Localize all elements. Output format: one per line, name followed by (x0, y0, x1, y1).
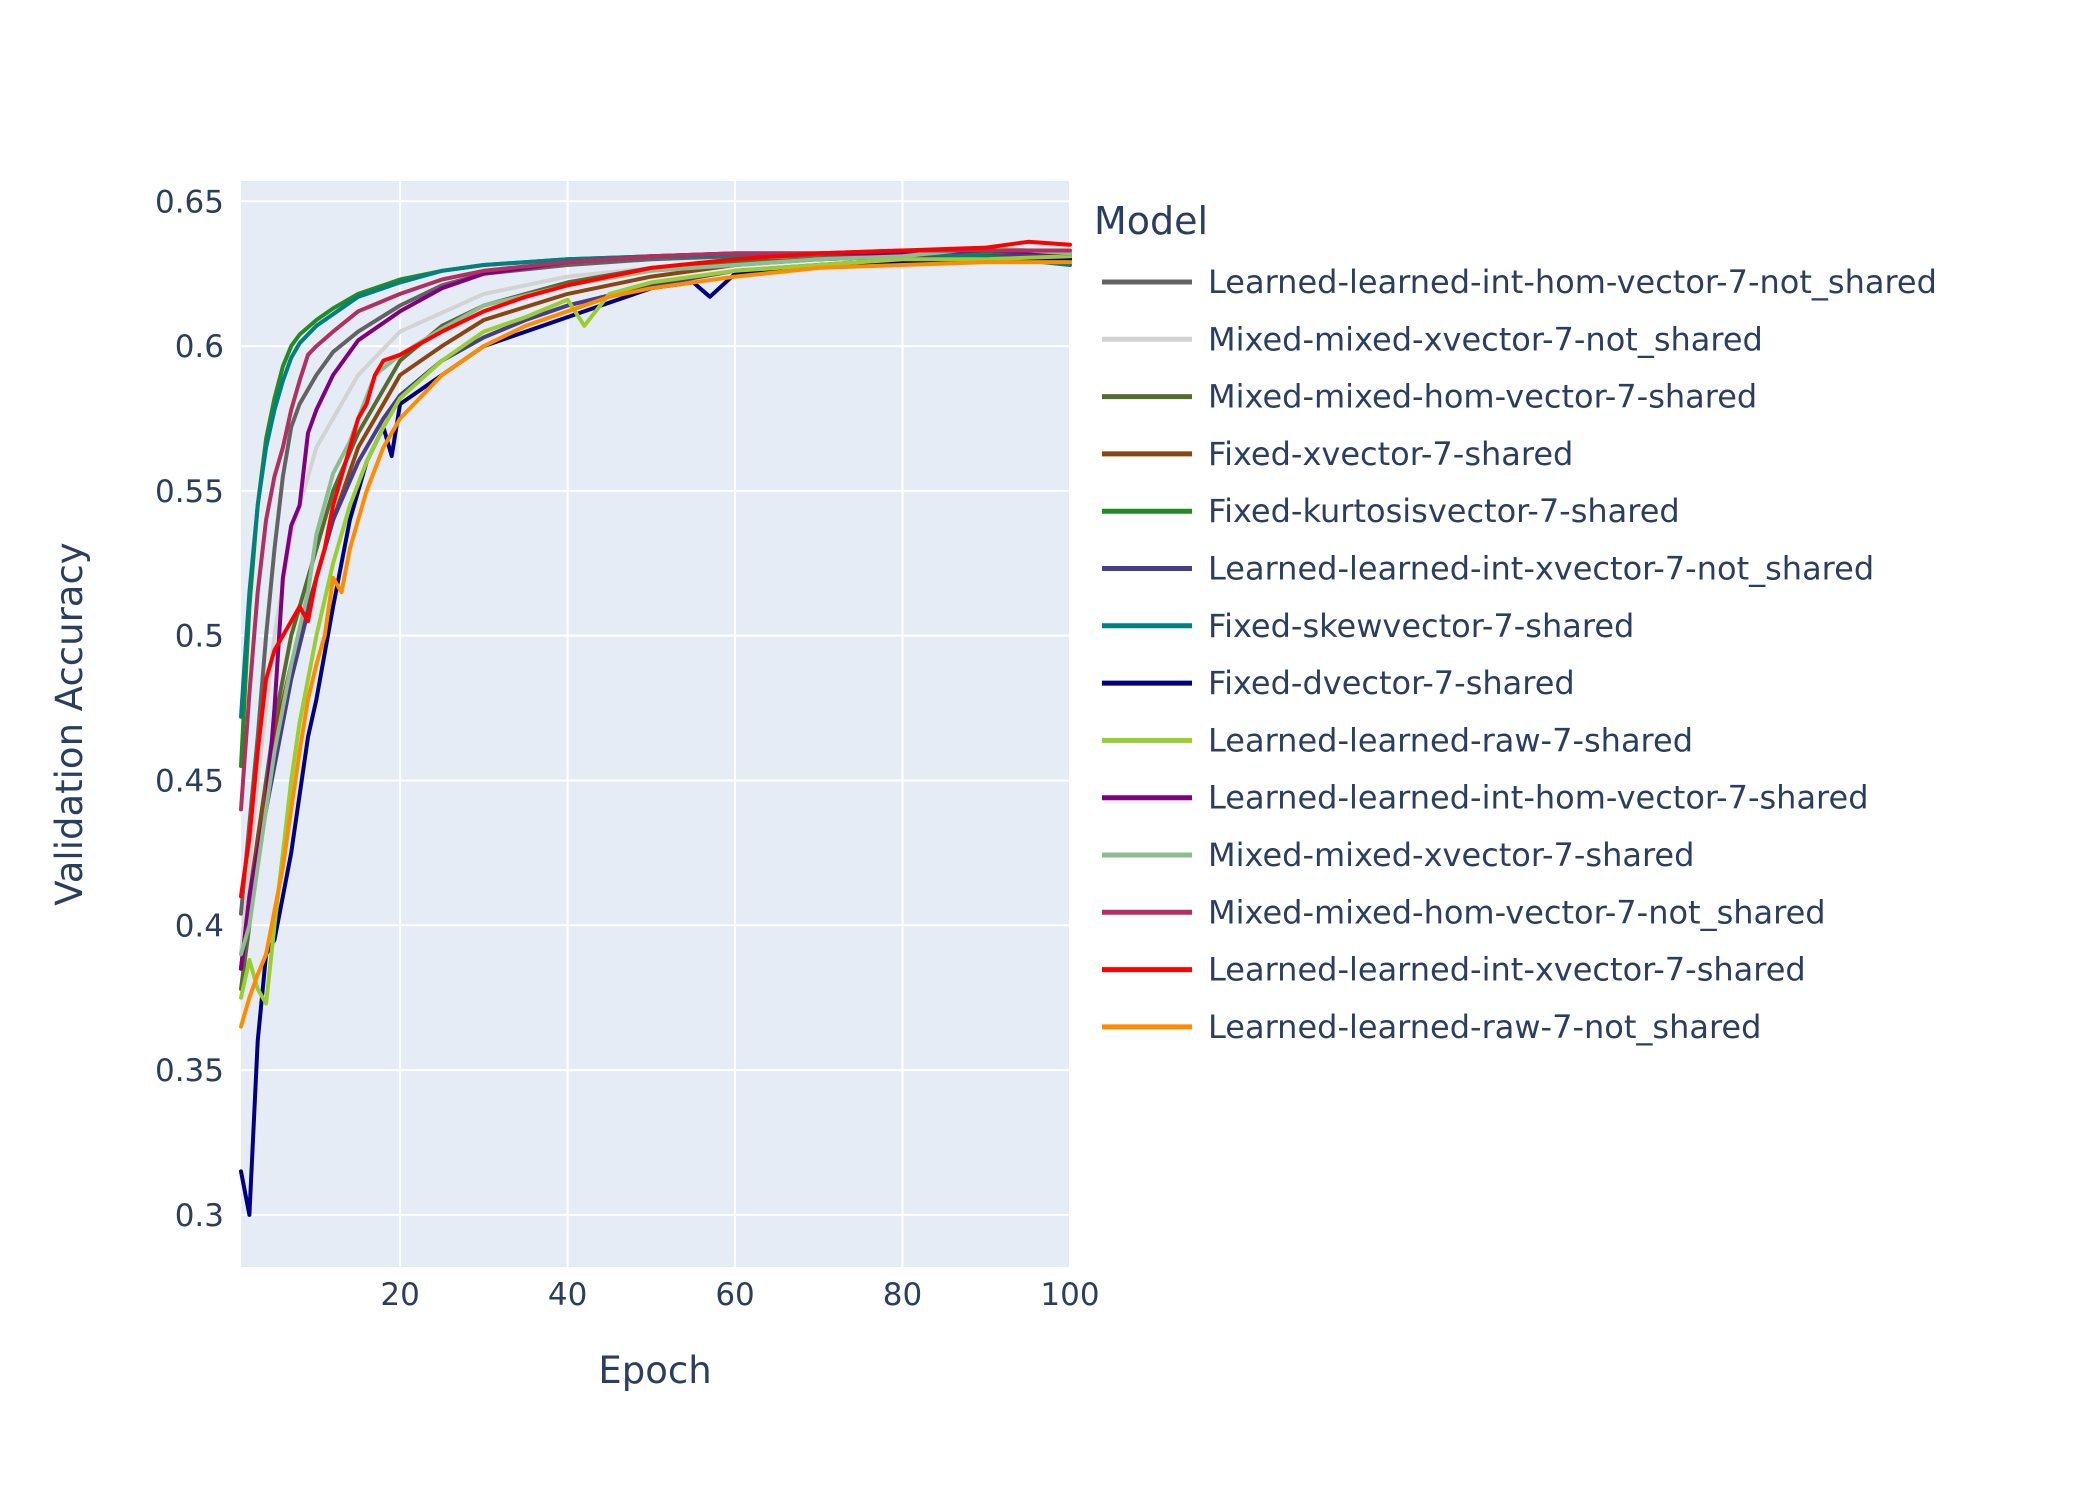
legend-item[interactable]: Mixed-mixed-xvector-7-shared (1102, 836, 1694, 874)
legend-label: Mixed-mixed-xvector-7-shared (1208, 836, 1694, 874)
y-tick-label: 0.5 (175, 619, 224, 655)
legend-label: Learned-learned-int-hom-vector-7-shared (1208, 779, 1869, 817)
y-tick-label: 0.4 (175, 908, 224, 944)
legend-item[interactable]: Mixed-mixed-hom-vector-7-not_shared (1102, 893, 1826, 931)
series-lines (239, 239, 1072, 1217)
legend-item[interactable]: Learned-learned-int-hom-vector-7-not_sha… (1102, 263, 1937, 301)
x-tick-label: 40 (548, 1277, 587, 1313)
x-tick-label: 20 (380, 1277, 419, 1313)
gridlines (241, 181, 1071, 1267)
y-tick-label: 0.3 (175, 1198, 224, 1234)
legend-label: Learned-learned-int-hom-vector-7-not_sha… (1208, 263, 1937, 301)
legend-label: Fixed-dvector-7-shared (1208, 664, 1575, 702)
legend-item[interactable]: Mixed-mixed-hom-vector-7-shared (1102, 378, 1757, 416)
legend-item[interactable]: Fixed-xvector-7-shared (1102, 435, 1573, 473)
y-axis-title: Validation Accuracy (48, 542, 91, 905)
legend-items: Learned-learned-int-hom-vector-7-not_sha… (1102, 263, 1937, 1046)
legend-item[interactable]: Learned-learned-int-hom-vector-7-shared (1102, 779, 1869, 817)
x-axis-title: Epoch (598, 1349, 711, 1392)
plot-background (241, 181, 1070, 1267)
legend-item[interactable]: Learned-learned-int-xvector-7-shared (1102, 951, 1806, 989)
legend-item[interactable]: Fixed-dvector-7-shared (1102, 664, 1575, 702)
y-tick-label: 0.65 (155, 184, 224, 220)
legend-label: Learned-learned-raw-7-not_shared (1208, 1008, 1761, 1046)
y-tick-label: 0.45 (155, 763, 224, 799)
legend-title: Model (1094, 199, 1208, 243)
series-line-12 (239, 239, 1072, 899)
series-line-13 (239, 260, 1072, 1029)
legend-item[interactable]: Learned-learned-raw-7-not_shared (1102, 1008, 1761, 1046)
legend-label: Learned-learned-raw-7-shared (1208, 721, 1693, 759)
legend: Model Learned-learned-int-hom-vector-7-n… (1094, 199, 1937, 1046)
legend-item[interactable]: Fixed-kurtosisvector-7-shared (1102, 492, 1680, 530)
legend-label: Mixed-mixed-hom-vector-7-not_shared (1208, 893, 1826, 931)
legend-label: Learned-learned-int-xvector-7-not_shared (1208, 550, 1874, 588)
legend-label: Fixed-xvector-7-shared (1208, 435, 1573, 473)
y-axis-ticks: 0.3 0.35 0.4 0.45 0.5 0.55 0.6 0.65 (155, 184, 224, 1234)
legend-item[interactable]: Learned-learned-int-xvector-7-not_shared (1102, 550, 1874, 588)
legend-label: Fixed-kurtosisvector-7-shared (1208, 492, 1680, 530)
legend-label: Learned-learned-int-xvector-7-shared (1208, 951, 1806, 989)
y-tick-label: 0.6 (175, 329, 224, 365)
x-tick-label: 80 (883, 1277, 922, 1313)
legend-item[interactable]: Mixed-mixed-xvector-7-not_shared (1102, 320, 1763, 358)
legend-label: Mixed-mixed-xvector-7-not_shared (1208, 320, 1763, 358)
series-line-7 (239, 257, 1072, 1217)
legend-item[interactable]: Fixed-skewvector-7-shared (1102, 607, 1634, 645)
legend-item[interactable]: Learned-learned-raw-7-shared (1102, 721, 1693, 759)
y-tick-label: 0.55 (155, 474, 224, 510)
x-tick-label: 100 (1040, 1277, 1099, 1313)
x-tick-label: 60 (715, 1277, 754, 1313)
y-tick-label: 0.35 (155, 1053, 224, 1089)
x-axis-ticks: 20 40 60 80 100 (380, 1277, 1099, 1313)
legend-label: Fixed-skewvector-7-shared (1208, 607, 1634, 645)
legend-label: Mixed-mixed-hom-vector-7-shared (1208, 378, 1757, 416)
series-line-11 (239, 248, 1072, 812)
